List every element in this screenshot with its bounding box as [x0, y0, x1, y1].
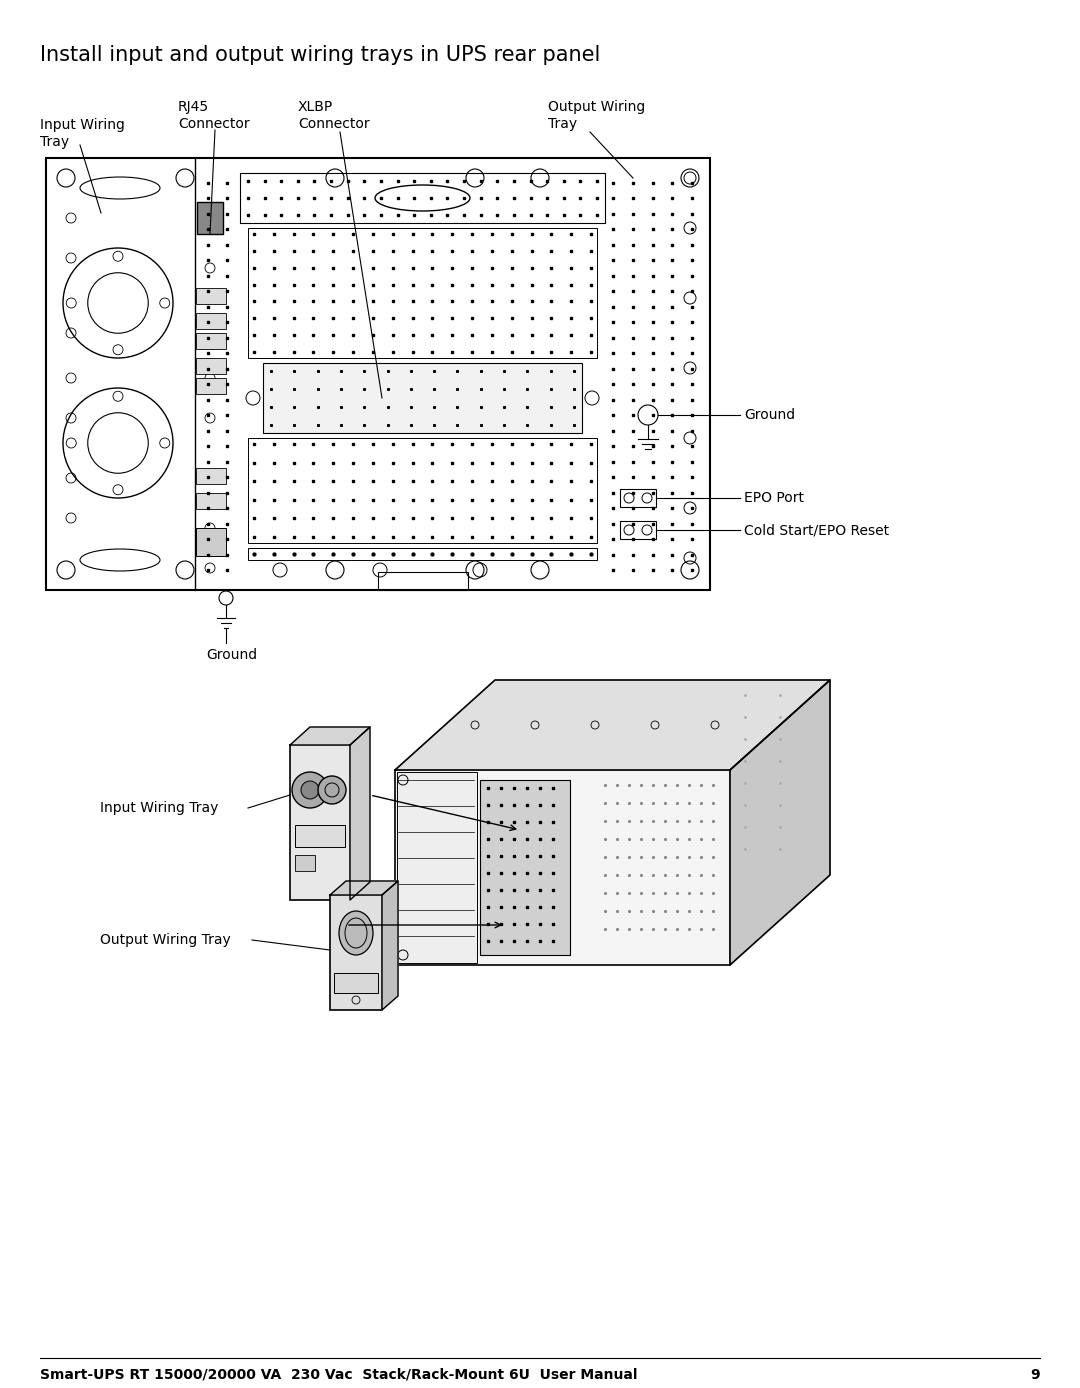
Text: Install input and output wiring trays in UPS rear panel: Install input and output wiring trays in…: [40, 44, 600, 65]
Bar: [334, 973, 378, 992]
Text: Smart-UPS RT 15000/20000 VA  230 Vac  Stack/Rack-Mount 6U  User Manual: Smart-UPS RT 15000/20000 VA 230 Vac Stac…: [40, 1369, 637, 1382]
Text: Ground: Ground: [744, 408, 795, 422]
Text: XLBP
Connector: XLBP Connector: [298, 100, 369, 132]
Bar: [620, 520, 656, 539]
Bar: [197, 203, 222, 235]
Polygon shape: [291, 727, 370, 745]
Bar: [291, 745, 350, 899]
Bar: [195, 468, 226, 484]
Polygon shape: [330, 881, 399, 895]
Bar: [248, 439, 597, 543]
Bar: [195, 314, 226, 329]
Text: Input Wiring
Tray: Input Wiring Tray: [40, 118, 125, 150]
Bar: [395, 770, 730, 965]
Bar: [378, 572, 468, 590]
Ellipse shape: [339, 911, 373, 955]
Bar: [295, 855, 315, 872]
Bar: [264, 364, 582, 433]
Bar: [248, 228, 597, 358]
Bar: [240, 174, 605, 223]
Text: Output Wiring Tray: Output Wiring Tray: [100, 933, 231, 947]
Text: EPO Port: EPO Port: [744, 491, 804, 505]
Bar: [195, 527, 226, 557]
Bar: [195, 378, 226, 394]
Bar: [480, 780, 570, 955]
Bar: [195, 358, 226, 373]
Bar: [195, 333, 226, 348]
Polygon shape: [350, 727, 370, 899]
Bar: [295, 824, 345, 847]
Text: Ground: Ground: [206, 648, 257, 662]
Text: RJ45
Connector: RJ45 Connector: [178, 100, 249, 132]
Text: 9: 9: [1030, 1369, 1040, 1382]
Polygon shape: [382, 881, 399, 1010]
Bar: [397, 772, 477, 963]
Circle shape: [301, 781, 319, 799]
Bar: [248, 548, 597, 559]
Bar: [195, 287, 226, 304]
Bar: [620, 489, 656, 507]
Polygon shape: [730, 680, 831, 965]
Circle shape: [292, 772, 328, 808]
Text: Output Wiring
Tray: Output Wiring Tray: [548, 100, 645, 132]
Text: Cold Start/EPO Reset: Cold Start/EPO Reset: [744, 523, 889, 537]
Bar: [195, 493, 226, 509]
Polygon shape: [395, 680, 831, 770]
Bar: [46, 158, 710, 590]
Text: Input Wiring Tray: Input Wiring Tray: [100, 801, 218, 815]
Circle shape: [318, 776, 346, 804]
Bar: [330, 895, 382, 1010]
